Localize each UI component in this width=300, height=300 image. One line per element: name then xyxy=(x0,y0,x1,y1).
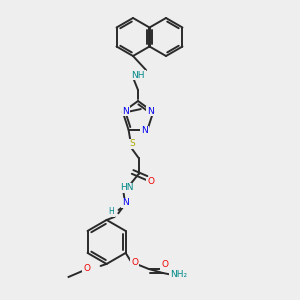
Text: H: H xyxy=(109,207,115,216)
Text: N: N xyxy=(122,198,129,207)
Text: O: O xyxy=(161,260,168,269)
Text: S: S xyxy=(130,140,136,148)
Text: O: O xyxy=(131,258,138,267)
Text: N: N xyxy=(141,126,148,135)
Text: O: O xyxy=(147,177,154,186)
Text: HN: HN xyxy=(120,183,133,192)
Text: O: O xyxy=(83,264,90,273)
Text: NH: NH xyxy=(131,70,145,80)
Text: N: N xyxy=(122,106,129,116)
Text: NH₂: NH₂ xyxy=(170,270,187,279)
Text: N: N xyxy=(147,106,154,116)
